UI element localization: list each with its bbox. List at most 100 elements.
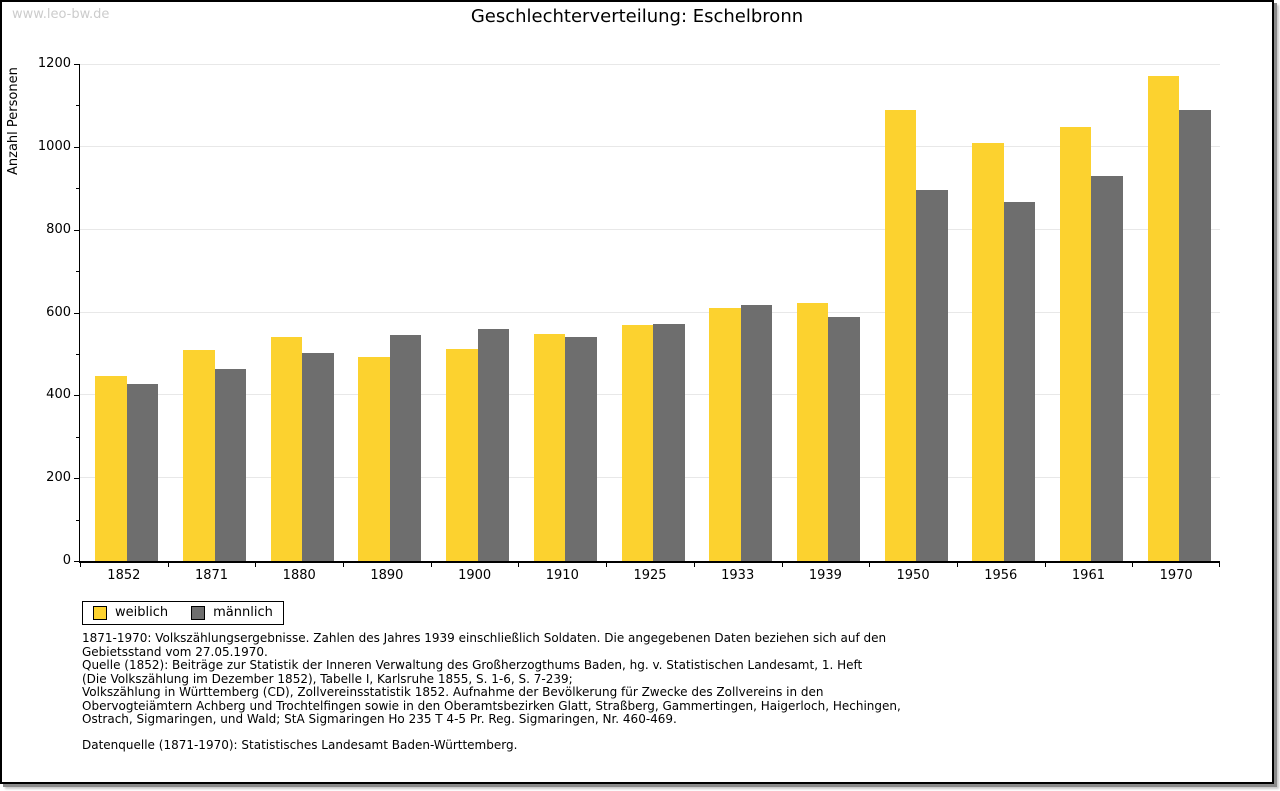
y-tick-label-200: 200	[46, 470, 71, 486]
x-axis-label-1890: 1890	[370, 568, 404, 583]
x-axis-label-1956: 1956	[984, 568, 1018, 583]
bar-weiblich-1880	[270, 336, 303, 561]
gridline-600	[80, 311, 1220, 313]
legend: weiblich männlich	[82, 601, 284, 625]
x-tick-2	[255, 563, 257, 567]
bar-weiblich-1939	[796, 303, 829, 561]
footnote-line: 1871-1970: Volkszählungsergebnisse. Zahl…	[82, 631, 887, 645]
legend-item-maennlich: männlich	[191, 606, 273, 620]
y-tick-1100	[76, 105, 79, 107]
x-tick-13	[1219, 563, 1220, 567]
x-axis-label-1925: 1925	[633, 568, 667, 583]
page-title: Geschlechterverteilung: Eschelbronn	[470, 6, 804, 27]
footnote-line: Gebietsstand vom 27.05.1970.	[82, 644, 268, 659]
bar-weiblich-1970	[1147, 76, 1180, 561]
bar-maennlich-1871	[214, 369, 247, 561]
bar-maennlich-1939	[828, 316, 860, 561]
y-tick-400	[74, 395, 79, 397]
bar-weiblich-1925	[621, 324, 653, 561]
bar-maennlich-1900	[477, 328, 510, 561]
y-tick-label-1000: 1000	[37, 138, 71, 154]
bar-weiblich-1956	[972, 142, 1004, 561]
bar-maennlich-1933	[740, 305, 773, 561]
x-axis-label-1871: 1871	[194, 568, 229, 583]
bar-maennlich-1880	[302, 353, 334, 561]
legend-label-weiblich: weiblich	[115, 605, 169, 620]
y-tick-label-400: 400	[46, 387, 71, 403]
footnote-line: (Die Volkszählung im Dezember 1852), Tab…	[82, 671, 573, 686]
x-axis-label-1939: 1939	[808, 568, 842, 583]
x-axis-line	[79, 561, 1220, 563]
y-tick-200	[74, 478, 79, 480]
bar-maennlich-1910	[565, 336, 597, 561]
x-axis-label-1961: 1961	[1071, 568, 1105, 583]
footnote-line: Ostrach, Sigmaringen, und Wald; StA Sigm…	[82, 712, 677, 726]
y-tick-300	[76, 436, 79, 438]
bar-weiblich-1900	[446, 349, 478, 561]
x-tick-3	[343, 563, 345, 567]
y-axis-line	[79, 64, 80, 561]
bar-maennlich-1970	[1179, 109, 1211, 561]
footnote-line: Obervogteiämtern Achberg und Trochtelfin…	[82, 698, 901, 713]
x-tick-10	[956, 563, 958, 567]
y-tick-700	[76, 271, 79, 273]
x-axis-label-1933: 1933	[721, 568, 755, 583]
bar-weiblich-1950	[884, 109, 917, 561]
x-tick-6	[606, 563, 608, 567]
gridline-1000	[80, 145, 1220, 147]
legend-label-maennlich: männlich	[213, 605, 273, 620]
legend-swatch-weiblich	[93, 606, 107, 620]
y-tick-label-1200: 1200	[37, 56, 71, 71]
x-axis-label-1880: 1880	[282, 568, 316, 583]
x-axis-label-1910: 1910	[545, 568, 579, 583]
legend-item-weiblich: weiblich	[93, 606, 168, 620]
bar-weiblich-1852	[95, 375, 127, 561]
legend-swatch-maennlich	[191, 606, 206, 620]
bar-maennlich-1950	[916, 190, 948, 561]
y-tick-label-0: 0	[62, 553, 71, 568]
watermark: www.leo-bw.de	[12, 7, 110, 22]
x-tick-9	[869, 563, 871, 567]
datasource-line: Datenquelle (1871-1970): Statistisches L…	[82, 737, 518, 752]
y-axis-title: Anzahl Personen	[6, 67, 21, 175]
footnote-line: Volkszählung in Württemberg (CD), Zollve…	[82, 685, 824, 699]
x-tick-5	[518, 563, 520, 567]
plot-area: 0 200 400 600 800 1000 1200 1852 1871 1880 1890 190…	[38, 57, 1220, 583]
footnote-line: Quelle (1852): Beiträge zur Statistik de…	[82, 658, 863, 672]
x-tick-12	[1132, 563, 1134, 567]
x-tick-4	[430, 563, 432, 567]
bar-weiblich-1933	[709, 308, 741, 561]
y-tick-label-600: 600	[46, 304, 71, 320]
x-axis-label-1950: 1950	[896, 568, 930, 583]
x-axis-label-1970: 1970	[1159, 568, 1193, 583]
x-tick-0	[80, 563, 81, 567]
y-tick-label-800: 800	[46, 221, 71, 237]
y-tick-500	[76, 353, 79, 355]
bar-weiblich-1871	[183, 350, 215, 561]
y-tick-100	[76, 519, 79, 521]
gridline-1200	[80, 64, 1220, 65]
gridline-800	[80, 228, 1220, 230]
y-tick-0	[74, 561, 79, 562]
x-tick-7	[693, 563, 695, 567]
bar-maennlich-1852	[126, 383, 159, 561]
y-tick-1200	[74, 64, 79, 65]
x-axis-label-1900: 1900	[458, 568, 492, 583]
x-tick-8	[781, 563, 783, 567]
y-tick-900	[76, 188, 79, 190]
bar-weiblich-1890	[358, 357, 390, 561]
x-axis-label-1852: 1852	[107, 568, 141, 583]
y-tick-1000	[74, 146, 79, 148]
bar-maennlich-1890	[389, 334, 422, 561]
bar-maennlich-1956	[1003, 201, 1036, 561]
footnotes: 1871-1970: Volkszählungsergebnisse. Zahl…	[82, 631, 901, 752]
bar-weiblich-1910	[533, 333, 566, 561]
bar-maennlich-1961	[1091, 175, 1123, 561]
x-tick-11	[1044, 563, 1046, 567]
y-tick-800	[74, 229, 79, 231]
bar-weiblich-1961	[1059, 126, 1092, 561]
bar-maennlich-1925	[653, 324, 685, 561]
x-tick-1	[167, 563, 169, 567]
y-tick-600	[74, 312, 79, 314]
